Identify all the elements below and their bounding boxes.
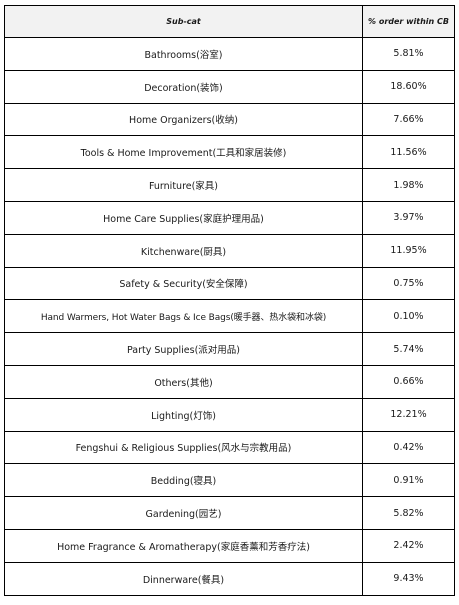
subcat-cell: Bedding(寝具) <box>4 463 363 498</box>
header-order-pct: % order within CB <box>362 5 455 38</box>
order-pct-cell: 5.81% <box>362 37 455 71</box>
subcat-cell: Furniture(家具) <box>4 168 363 202</box>
table-row: Lighting(灯饰) 12.21% <box>4 397 455 432</box>
order-pct-cell: 18.60% <box>362 69 455 104</box>
order-pct-cell: 11.95% <box>362 233 455 268</box>
order-pct-cell: 7.66% <box>362 102 455 137</box>
order-pct-cell: 11.56% <box>362 135 455 170</box>
subcat-cell: Bathrooms(浴室) <box>4 37 363 71</box>
order-pct-cell: 0.66% <box>362 364 455 399</box>
table-row: Dinnerware(餐具) 9.43% <box>4 561 455 596</box>
subcat-cell: Home Organizers(收纳) <box>4 102 363 137</box>
order-pct-cell: 5.74% <box>362 332 455 366</box>
order-pct-cell: 0.91% <box>362 463 455 498</box>
subcat-cell: Kitchenware(厨具) <box>4 233 363 268</box>
order-pct-cell: 0.75% <box>362 266 455 301</box>
table-row: Home Fragrance & Aromatherapy(家庭香薰和芳香疗法)… <box>4 528 455 563</box>
table-row: Furniture(家具) 1.98% <box>4 168 455 202</box>
table-row: Decoration(装饰) 18.60% <box>4 69 455 104</box>
table-row: Kitchenware(厨具) 11.95% <box>4 233 455 268</box>
order-pct-cell: 9.43% <box>362 561 455 596</box>
order-pct-cell: 0.42% <box>362 430 455 465</box>
table-row: Bedding(寝具) 0.91% <box>4 463 455 498</box>
subcat-cell: Home Care Supplies(家庭护理用品) <box>4 200 363 235</box>
table-row: Safety & Security(安全保障) 0.75% <box>4 266 455 301</box>
subcat-cell: Lighting(灯饰) <box>4 397 363 432</box>
subcat-cell: Others(其他) <box>4 364 363 399</box>
table-row: Bathrooms(浴室) 5.81% <box>4 37 455 71</box>
order-pct-cell: 3.97% <box>362 200 455 235</box>
table-row: Hand Warmers, Hot Water Bags & Ice Bags(… <box>4 299 455 334</box>
table-row: Home Care Supplies(家庭护理用品) 3.97% <box>4 200 455 235</box>
order-pct-cell: 5.82% <box>362 496 455 530</box>
table-header-row: Sub-cat % order within CB <box>4 5 455 38</box>
subcat-cell: Gardening(园艺) <box>4 496 363 530</box>
table-row: Tools & Home Improvement(工具和家居装修) 11.56% <box>4 135 455 170</box>
subcat-cell: Dinnerware(餐具) <box>4 561 363 596</box>
header-subcat: Sub-cat <box>4 5 363 38</box>
table-row: Fengshui & Religious Supplies(风水与宗教用品) 0… <box>4 430 455 465</box>
order-pct-cell: 0.10% <box>362 299 455 334</box>
subcat-cell: Tools & Home Improvement(工具和家居装修) <box>4 135 363 170</box>
subcat-order-table: Sub-cat % order within CB Bathrooms(浴室) … <box>4 5 455 596</box>
table-row: Home Organizers(收纳) 7.66% <box>4 102 455 137</box>
table-row: Party Supplies(派对用品) 5.74% <box>4 332 455 366</box>
subcat-cell: Hand Warmers, Hot Water Bags & Ice Bags(… <box>4 299 363 334</box>
order-pct-cell: 1.98% <box>362 168 455 202</box>
order-pct-cell: 12.21% <box>362 397 455 432</box>
table-row: Gardening(园艺) 5.82% <box>4 496 455 530</box>
subcat-cell: Fengshui & Religious Supplies(风水与宗教用品) <box>4 430 363 465</box>
order-pct-cell: 2.42% <box>362 528 455 563</box>
subcat-cell: Safety & Security(安全保障) <box>4 266 363 301</box>
subcat-cell: Party Supplies(派对用品) <box>4 332 363 366</box>
subcat-cell: Home Fragrance & Aromatherapy(家庭香薰和芳香疗法) <box>4 528 363 563</box>
subcat-cell: Decoration(装饰) <box>4 69 363 104</box>
table-row: Others(其他) 0.66% <box>4 364 455 399</box>
